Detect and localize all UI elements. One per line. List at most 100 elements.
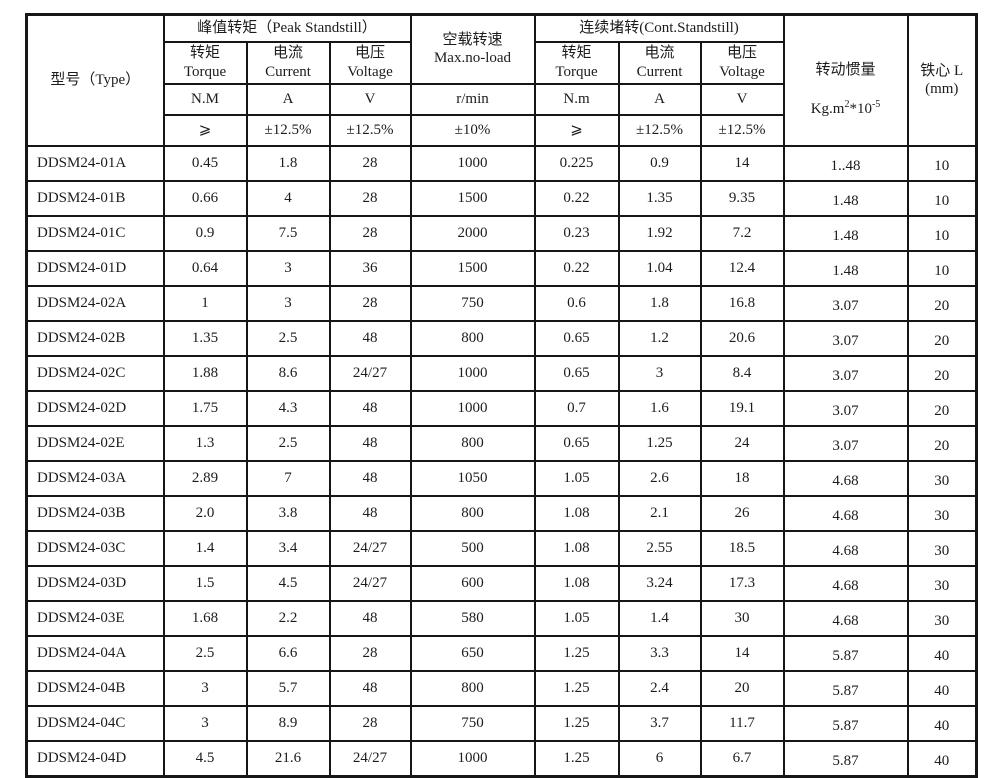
cell-cont-current: 0.9 bbox=[617, 144, 702, 182]
cell-core-length: 30 bbox=[906, 599, 978, 637]
table-row: DDSM24-01B 0.66 4 28 1500 0.22 1.35 9.35 1.48 10 bbox=[25, 179, 978, 217]
cell-core-length: 20 bbox=[906, 389, 978, 427]
cell-model: DDSM24-03A bbox=[25, 459, 165, 497]
cell-cont-current: 1.6 bbox=[617, 389, 702, 427]
cell-peak-current: 4.5 bbox=[245, 564, 331, 602]
cell-inertia: 3.07 bbox=[782, 424, 909, 462]
cell-peak-torque: 1.88 bbox=[162, 354, 248, 392]
cell-peak-current: 8.9 bbox=[245, 704, 331, 742]
cell-peak-torque: 2.5 bbox=[162, 634, 248, 672]
cell-peak-torque: 1.5 bbox=[162, 564, 248, 602]
table-row: DDSM24-02A 1 3 28 750 0.6 1.8 16.8 3.07 20 bbox=[25, 284, 978, 322]
cell-peak-current: 5.7 bbox=[245, 669, 331, 707]
cell-cont-torque: 0.22 bbox=[533, 179, 620, 217]
cell-cont-torque: 0.23 bbox=[533, 214, 620, 252]
cell-cont-torque: 1.08 bbox=[533, 564, 620, 602]
cell-speed: 1000 bbox=[409, 389, 536, 427]
cell-peak-voltage: 24/27 bbox=[328, 529, 412, 567]
cell-model: DDSM24-03D bbox=[25, 564, 165, 602]
cell-cont-voltage: 30 bbox=[699, 599, 785, 637]
table-row: DDSM24-03D 1.5 4.5 24/27 600 1.08 3.24 17.3 4.68… bbox=[25, 564, 978, 602]
cell-core-length: 20 bbox=[906, 284, 978, 322]
cell-speed: 1500 bbox=[409, 179, 536, 217]
cell-peak-current: 3.4 bbox=[245, 529, 331, 567]
cell-cont-torque: 0.225 bbox=[533, 144, 620, 182]
table-row: DDSM24-02D 1.75 4.3 48 1000 0.7 1.6 19.1 3.07 20 bbox=[25, 389, 978, 427]
cell-peak-voltage: 48 bbox=[328, 599, 412, 637]
header-peak-current: 电流 Current bbox=[245, 40, 331, 85]
cell-peak-voltage: 36 bbox=[328, 249, 412, 287]
unit-cont-voltage: V bbox=[699, 82, 785, 116]
cell-speed: 1000 bbox=[409, 144, 536, 182]
cell-peak-current: 6.6 bbox=[245, 634, 331, 672]
cell-cont-torque: 1.05 bbox=[533, 459, 620, 497]
cell-peak-current: 2.5 bbox=[245, 319, 331, 357]
cell-cont-voltage: 8.4 bbox=[699, 354, 785, 392]
cell-core-length: 10 bbox=[906, 144, 978, 182]
cell-peak-voltage: 28 bbox=[328, 179, 412, 217]
table-row: DDSM24-02C 1.88 8.6 24/27 1000 0.65 3 8.4 3.07 20 bbox=[25, 354, 978, 392]
table-row: DDSM24-03C 1.4 3.4 24/27 500 1.08 2.55 18.5 4.68… bbox=[25, 529, 978, 567]
cell-model: DDSM24-01A bbox=[25, 144, 165, 182]
inertia-superscript-neg5: -5 bbox=[871, 98, 881, 110]
cell-cont-voltage: 17.3 bbox=[699, 564, 785, 602]
cell-inertia: 5.87 bbox=[782, 634, 909, 672]
header-cont-current: 电流 Current bbox=[617, 40, 702, 85]
cell-inertia: 4.68 bbox=[782, 599, 909, 637]
cell-cont-voltage: 18.5 bbox=[699, 529, 785, 567]
cell-speed: 580 bbox=[409, 599, 536, 637]
cell-peak-voltage: 28 bbox=[328, 634, 412, 672]
header-peak-group: 峰值转矩（Peak Standstill） bbox=[162, 13, 412, 43]
header-cont-group: 连续堵转(Cont.Standstill) bbox=[533, 13, 785, 43]
table-row: DDSM24-03B 2.0 3.8 48 800 1.08 2.1 26 4.68 30 bbox=[25, 494, 978, 532]
header-tolerance-row: ⩾ ±12.5% ±12.5% ±10% ⩾ ±12.5% ±12.5% bbox=[27, 113, 977, 147]
cell-core-length: 30 bbox=[906, 564, 978, 602]
cell-core-length: 40 bbox=[906, 704, 978, 742]
header-type: 型号（Type） bbox=[25, 13, 165, 147]
cell-inertia: 1.48 bbox=[782, 214, 909, 252]
table-row: DDSM24-02B 1.35 2.5 48 800 0.65 1.2 20.6 3.07 20 bbox=[25, 319, 978, 357]
cell-core-length: 20 bbox=[906, 319, 978, 357]
cell-cont-current: 1.25 bbox=[617, 424, 702, 462]
header-peak-torque: 转矩 Torque bbox=[162, 40, 248, 85]
cell-peak-current: 21.6 bbox=[245, 739, 331, 777]
cell-speed: 800 bbox=[409, 319, 536, 357]
cell-cont-voltage: 11.7 bbox=[699, 704, 785, 742]
cell-core-length: 10 bbox=[906, 214, 978, 252]
unit-peak-current: A bbox=[245, 82, 331, 116]
cell-peak-torque: 1 bbox=[162, 284, 248, 322]
cell-speed: 800 bbox=[409, 424, 536, 462]
table-row: DDSM24-03A 2.89 7 48 1050 1.05 2.6 18 4.68 30 bbox=[25, 459, 978, 497]
cell-peak-voltage: 48 bbox=[328, 669, 412, 707]
cell-inertia: 4.68 bbox=[782, 529, 909, 567]
cell-core-length: 40 bbox=[906, 634, 978, 672]
cell-cont-voltage: 19.1 bbox=[699, 389, 785, 427]
cell-peak-voltage: 48 bbox=[328, 319, 412, 357]
cell-peak-voltage: 48 bbox=[328, 389, 412, 427]
cell-cont-current: 2.6 bbox=[617, 459, 702, 497]
cell-inertia: 3.07 bbox=[782, 389, 909, 427]
table-row: DDSM24-04A 2.5 6.6 28 650 1.25 3.3 14 5.87 40 bbox=[25, 634, 978, 672]
tol-peak-voltage: ±12.5% bbox=[328, 113, 412, 147]
cell-cont-torque: 0.22 bbox=[533, 249, 620, 287]
cell-cont-voltage: 12.4 bbox=[699, 249, 785, 287]
cell-cont-voltage: 9.35 bbox=[699, 179, 785, 217]
table-row: DDSM24-03E 1.68 2.2 48 580 1.05 1.4 30 4.68 30 bbox=[25, 599, 978, 637]
header-peak-voltage: 电压 Voltage bbox=[328, 40, 412, 85]
cell-inertia: 5.87 bbox=[782, 704, 909, 742]
cell-cont-torque: 1.08 bbox=[533, 529, 620, 567]
cell-speed: 500 bbox=[409, 529, 536, 567]
cell-inertia: 4.68 bbox=[782, 494, 909, 532]
cell-core-length: 40 bbox=[906, 669, 978, 707]
cell-model: DDSM24-03B bbox=[25, 494, 165, 532]
cell-inertia: 5.87 bbox=[782, 669, 909, 707]
cell-peak-voltage: 48 bbox=[328, 494, 412, 532]
unit-speed: r/min bbox=[409, 82, 536, 116]
cell-peak-current: 3 bbox=[245, 249, 331, 287]
table-header: 型号（Type） 峰值转矩（Peak Standstill） 空载转速 Max.… bbox=[25, 13, 978, 147]
cell-model: DDSM24-01B bbox=[25, 179, 165, 217]
cell-cont-torque: 1.25 bbox=[533, 704, 620, 742]
cell-model: DDSM24-01D bbox=[25, 249, 165, 287]
cell-core-length: 30 bbox=[906, 459, 978, 497]
tol-speed: ±10% bbox=[409, 113, 536, 147]
